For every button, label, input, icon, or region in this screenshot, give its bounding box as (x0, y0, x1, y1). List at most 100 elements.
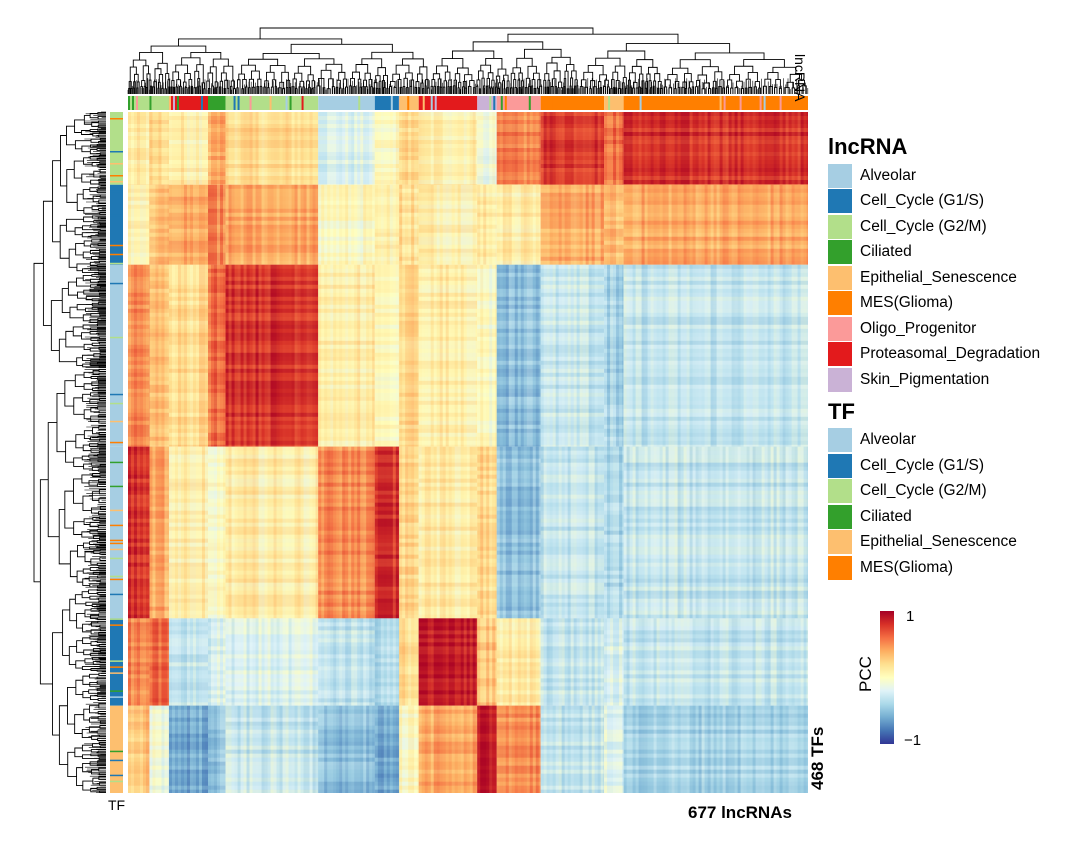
row-dendrogram-branch (89, 347, 101, 352)
column-dendrogram-branch (158, 74, 164, 89)
heatmap-stripe (496, 320, 541, 325)
heatmap-stripe (418, 630, 478, 635)
heatmap-stripe (480, 446, 484, 619)
heatmap-stripe (168, 364, 208, 369)
heatmap-stripe (386, 618, 390, 706)
heatmap-stripe (662, 112, 666, 185)
heatmap-stripe (208, 128, 226, 132)
heatmap-stripe (348, 618, 352, 706)
heatmap-stripe (535, 264, 539, 447)
heatmap-stripe (225, 184, 229, 265)
heatmap-stripe (483, 264, 487, 447)
heatmap-stripe (647, 264, 651, 447)
heatmap-stripe (623, 332, 808, 337)
heatmap-stripe (374, 514, 400, 519)
heatmap-stripe (149, 144, 169, 148)
heatmap-stripe (374, 396, 400, 401)
heatmap-stripe (477, 136, 497, 140)
heatmap-stripe (477, 538, 497, 543)
heatmap-stripe (496, 424, 541, 429)
heatmap-stripe (383, 112, 387, 185)
row-dendrogram-branch (97, 575, 106, 579)
heatmap-stripe (540, 280, 605, 285)
heatmap-stripe (585, 618, 589, 706)
heatmap-stripe (604, 514, 624, 519)
heatmap-stripe (477, 360, 497, 365)
heatmap-stripe (604, 360, 624, 365)
heatmap-stripe (225, 184, 319, 185)
heatmap-stripe (496, 132, 541, 136)
heatmap-stripe (264, 184, 268, 265)
heatmap-stripe (399, 634, 419, 639)
heatmap-stripe (638, 618, 642, 706)
heatmap-stripe (650, 618, 654, 706)
heatmap-stripe (225, 550, 319, 555)
heatmap-stripe (399, 642, 419, 647)
heatmap-stripe (149, 650, 169, 655)
heatmap-stripe (466, 446, 470, 619)
heatmap-stripe (399, 490, 419, 495)
heatmap-stripe (399, 140, 419, 144)
row-dendrogram-branch (76, 357, 83, 366)
heatmap-stripe (399, 602, 419, 607)
heatmap-stripe (168, 228, 208, 233)
heatmap-stripe (168, 530, 208, 535)
column-dendrogram-branch (703, 82, 710, 89)
heatmap-stripe (374, 494, 400, 499)
column-dendrogram-branch (389, 86, 392, 94)
heatmap-block (374, 112, 400, 185)
heatmap-stripe (171, 112, 175, 185)
heatmap-block (208, 264, 226, 447)
heatmap-stripe (374, 654, 400, 659)
heatmap-stripe (149, 236, 169, 241)
heatmap-stripe (258, 184, 262, 265)
column-dendrogram-branch (647, 66, 658, 74)
heatmap-stripe (623, 264, 808, 269)
heatmap-stripe (128, 490, 150, 495)
column-dendrogram-branch (141, 80, 146, 87)
heatmap-stripe (782, 446, 786, 619)
heatmap-stripe (374, 332, 400, 337)
heatmap-stripe (282, 264, 286, 447)
heatmap-stripe (225, 364, 319, 369)
heatmap-stripe (418, 566, 478, 571)
heatmap-stripe (158, 112, 162, 185)
heatmap-stripe (782, 112, 786, 185)
heatmap-stripe (604, 478, 624, 483)
heatmap-stripe (418, 284, 478, 289)
heatmap-stripe (477, 586, 497, 591)
row-dendrogram-branch (68, 646, 77, 665)
heatmap-stripe (399, 534, 419, 539)
heatmap-stripe (128, 316, 150, 321)
heatmap-stripe (208, 506, 226, 511)
heatmap-stripe (623, 244, 808, 249)
heatmap-stripe (585, 184, 589, 265)
heatmap-stripe (192, 446, 196, 619)
heatmap-stripe (366, 112, 370, 185)
heatmap-stripe (128, 112, 131, 185)
heatmap-stripe (374, 264, 378, 447)
heatmap-stripe (374, 360, 400, 365)
heatmap-stripe (496, 642, 541, 647)
column-dendrogram-branch (365, 86, 368, 94)
heatmap-stripe (168, 120, 208, 124)
column-dendrogram-branch (664, 79, 671, 88)
heatmap-stripe (399, 228, 419, 233)
heatmap-block (604, 112, 624, 185)
heatmap-stripe (128, 444, 150, 447)
heatmap-block (496, 618, 541, 706)
heatmap-stripe (604, 622, 624, 627)
heatmap-stripe (128, 630, 150, 635)
heatmap-stripe (318, 132, 375, 136)
heatmap-stripe (641, 446, 645, 619)
row-dendrogram-branch (89, 541, 100, 545)
heatmap-stripe (374, 646, 400, 651)
heatmap-stripe (496, 360, 541, 365)
heatmap-stripe (540, 658, 605, 663)
heatmap-stripe (276, 618, 280, 706)
heatmap-stripe (237, 112, 241, 185)
heatmap-stripe (255, 264, 259, 447)
heatmap-stripe (671, 184, 675, 265)
heatmap-stripe (303, 618, 307, 706)
heatmap-stripe (318, 340, 375, 345)
